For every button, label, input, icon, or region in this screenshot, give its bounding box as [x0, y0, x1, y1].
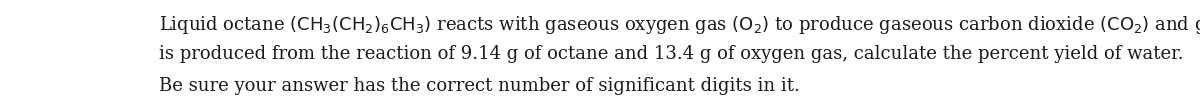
- Text: Liquid octane $\left(\mathrm{CH_3(CH_2)_6CH_3}\right)$ reacts with gaseous oxyge: Liquid octane $\left(\mathrm{CH_3(CH_2)_…: [160, 14, 1200, 36]
- Text: is produced from the reaction of 9.14 g of octane and 13.4 g of oxygen gas, calc: is produced from the reaction of 9.14 g …: [160, 45, 1184, 63]
- Text: Be sure your answer has the correct number of significant digits in it.: Be sure your answer has the correct numb…: [160, 77, 800, 95]
